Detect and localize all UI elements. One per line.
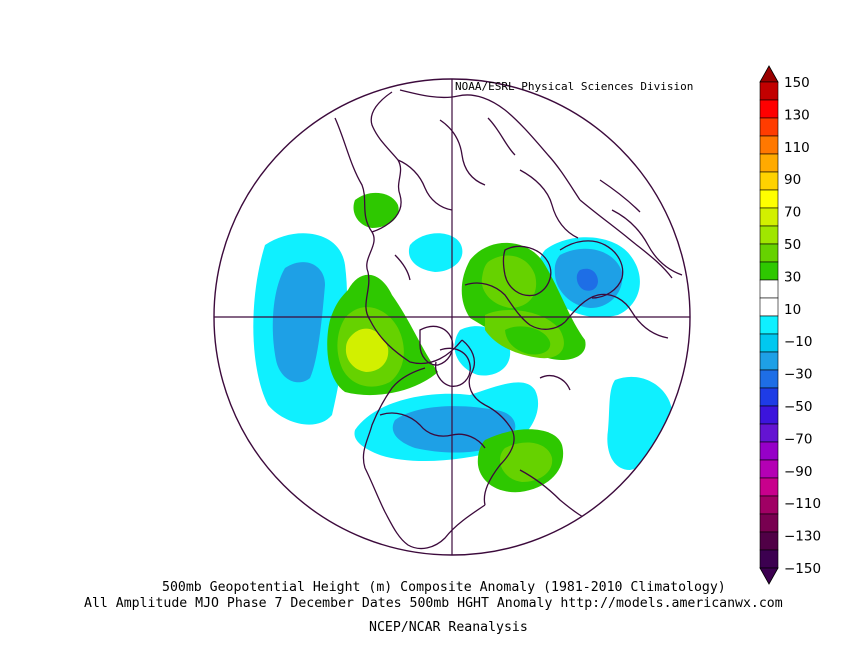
colorbar-label: 150 bbox=[784, 75, 810, 91]
colorbar-bin bbox=[759, 531, 779, 551]
caption-line-3: NCEP/NCAR Reanalysis bbox=[369, 620, 528, 635]
colorbar-label: −150 bbox=[784, 561, 821, 577]
colorbar-label: −90 bbox=[784, 464, 813, 480]
colorbar-top-arrow bbox=[759, 65, 779, 83]
colorbar-bin bbox=[759, 135, 779, 155]
alaska-ridge-max bbox=[345, 328, 389, 372]
colorbar-label: 50 bbox=[784, 237, 801, 253]
colorbar-bin bbox=[759, 153, 779, 173]
east-siberia-low bbox=[408, 233, 463, 272]
colorbar-label: −50 bbox=[784, 399, 813, 415]
mid-atlantic-low bbox=[607, 376, 673, 470]
ne-pacific-low-core bbox=[272, 262, 325, 383]
colorbar: 150 130 110 90 70 50 30 10 −10 −30 −50 −70 −90 −110 −1… bbox=[759, 65, 821, 585]
anomaly-layer bbox=[253, 192, 673, 493]
colorbar-bin bbox=[759, 279, 779, 299]
colorbar-bin bbox=[759, 99, 779, 119]
colorbar-bottom-arrow bbox=[759, 567, 779, 585]
colorbar-bin bbox=[759, 207, 779, 227]
colorbar-bin bbox=[759, 171, 779, 191]
colorbar-label: 110 bbox=[784, 140, 810, 156]
colorbar-label: 130 bbox=[784, 107, 810, 123]
colorbar-label: −30 bbox=[784, 367, 813, 383]
scandinavia-ridge bbox=[505, 326, 551, 355]
colorbar-bin bbox=[759, 189, 779, 209]
west-atlantic-ridge-core bbox=[500, 442, 553, 482]
colorbar-bin bbox=[759, 423, 779, 443]
colorbar-label: 30 bbox=[784, 269, 801, 285]
colorbar-bin bbox=[759, 459, 779, 479]
colorbar-label: 70 bbox=[784, 205, 801, 221]
colorbar-bin bbox=[759, 261, 779, 281]
colorbar-bin bbox=[759, 387, 779, 407]
colorbar-label: −110 bbox=[784, 496, 821, 512]
colorbar-bin bbox=[759, 549, 779, 569]
colorbar-bin bbox=[759, 477, 779, 497]
colorbar-label: −70 bbox=[784, 431, 813, 447]
colorbar-label: −130 bbox=[784, 529, 821, 545]
colorbar-bin bbox=[759, 351, 779, 371]
colorbar-bin bbox=[759, 243, 779, 263]
colorbar-bin bbox=[759, 117, 779, 137]
colorbar-bin bbox=[759, 495, 779, 515]
colorbar-label: 10 bbox=[784, 302, 801, 318]
colorbar-bin bbox=[759, 225, 779, 245]
colorbar-label: −10 bbox=[784, 334, 813, 350]
credit-text: NOAA/ESRL Physical Sciences Division bbox=[455, 80, 694, 93]
colorbar-bin bbox=[759, 513, 779, 533]
colorbar-bin bbox=[759, 315, 779, 335]
caption-line-1: 500mb Geopotential Height (m) Composite … bbox=[162, 580, 726, 595]
caption-line-2: All Amplitude MJO Phase 7 December Dates… bbox=[84, 596, 783, 611]
colorbar-bin bbox=[759, 81, 779, 101]
map-border bbox=[213, 78, 691, 556]
colorbar-label: 90 bbox=[784, 172, 801, 188]
coastlines bbox=[334, 89, 683, 550]
colorbar-bin bbox=[759, 333, 779, 353]
colorbar-bin bbox=[759, 441, 779, 461]
colorbar-bin bbox=[759, 369, 779, 389]
colorbar-bin bbox=[759, 297, 779, 317]
east-siberia-low-max bbox=[576, 268, 598, 291]
colorbar-bin bbox=[759, 405, 779, 425]
